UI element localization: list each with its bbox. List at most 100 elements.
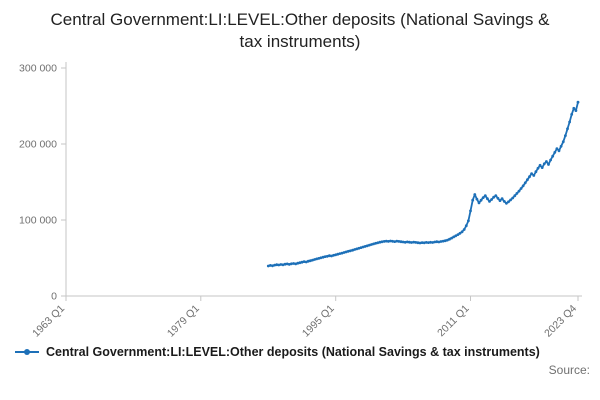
series-point — [511, 196, 515, 199]
series-point — [496, 196, 500, 200]
series-point — [349, 248, 352, 252]
series-point — [412, 240, 416, 244]
chart-title: Central Government:LI:LEVEL:Other deposi… — [50, 10, 550, 51]
x-tick-label: 1963 Q1 — [30, 302, 67, 339]
series-point — [515, 191, 519, 195]
x-tick-label: 1979 Q1 — [165, 302, 202, 339]
series-point — [317, 256, 321, 260]
series-point — [269, 263, 272, 267]
series-point — [564, 133, 567, 137]
series-point — [551, 154, 555, 158]
legend: Central Government:LI:LEVEL:Other deposi… — [0, 345, 600, 359]
series-point — [292, 261, 295, 265]
y-tick-label: 0 — [51, 290, 57, 302]
y-tick-label: 200 000 — [19, 138, 57, 150]
series-point — [391, 239, 394, 243]
series-point — [393, 239, 397, 243]
series-point — [509, 198, 512, 201]
series-point — [574, 108, 578, 112]
series-point — [439, 239, 443, 243]
x-tick-label: 2023 Q4 — [542, 302, 579, 339]
series-point — [368, 243, 371, 247]
series-point — [528, 174, 531, 178]
line-chart: 0 100 000 200 000 300 000 1963 Q1 1979 Q1 1995… — [0, 53, 600, 345]
series-point — [353, 247, 357, 251]
series-point — [507, 199, 510, 203]
source-label: Source: — [548, 362, 590, 377]
series-point — [488, 199, 491, 203]
y-tick-label: 100 000 — [19, 214, 57, 226]
series-point — [532, 173, 536, 177]
series-point — [555, 146, 559, 150]
series-point — [477, 201, 481, 204]
series-point — [300, 260, 304, 264]
series-point — [526, 177, 529, 181]
series-point — [450, 236, 453, 240]
series-point — [566, 126, 569, 130]
series-point — [513, 193, 517, 197]
series-point — [460, 229, 464, 233]
series-point — [517, 189, 521, 193]
x-tick-label: 2011 Q1 — [435, 302, 472, 339]
series-point — [473, 192, 477, 196]
series-point — [424, 240, 428, 244]
series-point — [283, 262, 287, 266]
series-point — [277, 263, 281, 266]
series-point — [311, 258, 314, 261]
series-point — [462, 227, 466, 231]
series-point — [323, 254, 327, 258]
series-point — [549, 158, 552, 161]
series-point — [422, 240, 426, 244]
series-point — [500, 196, 504, 200]
series-point — [382, 239, 386, 243]
series-point — [502, 199, 506, 203]
series-point — [576, 100, 580, 104]
series-point — [545, 159, 548, 163]
series-point — [414, 240, 418, 244]
series-point — [521, 183, 525, 187]
series-point — [389, 239, 392, 242]
series-point — [540, 165, 544, 169]
series-line — [267, 100, 579, 267]
series-point — [319, 255, 323, 259]
series-point — [553, 150, 557, 154]
series-point — [306, 259, 310, 263]
series-point — [363, 244, 367, 248]
series-point — [302, 259, 306, 263]
series-point — [443, 238, 447, 242]
series-point — [542, 161, 546, 165]
legend-item-label[interactable]: Central Government:LI:LEVEL:Other deposi… — [46, 344, 540, 359]
series-point — [479, 198, 483, 202]
series-point — [418, 241, 422, 244]
series-point — [471, 198, 475, 202]
series-point — [408, 240, 411, 244]
series-point — [420, 240, 424, 244]
series-point — [376, 240, 380, 244]
series-point — [342, 250, 346, 254]
series-point — [454, 233, 458, 237]
series-point — [572, 106, 576, 110]
series-point — [456, 232, 460, 236]
series-point — [416, 240, 420, 244]
series-point — [427, 240, 430, 244]
series-point — [435, 239, 439, 243]
series-point — [387, 239, 390, 243]
series-point — [313, 257, 316, 261]
series-point — [431, 240, 434, 244]
series-point — [547, 162, 550, 166]
series-point — [315, 257, 319, 260]
series-point — [355, 247, 359, 250]
series-point — [536, 166, 540, 170]
series-point — [458, 231, 462, 235]
series-point — [296, 261, 300, 265]
series-point — [437, 240, 441, 243]
series-point — [275, 262, 279, 266]
series-point — [395, 239, 399, 243]
series-point — [448, 237, 451, 241]
series-point — [505, 201, 508, 205]
series-point — [298, 260, 302, 264]
series-point — [325, 254, 329, 258]
series-point — [359, 245, 363, 249]
series-point — [357, 246, 361, 250]
series-point — [281, 262, 285, 266]
